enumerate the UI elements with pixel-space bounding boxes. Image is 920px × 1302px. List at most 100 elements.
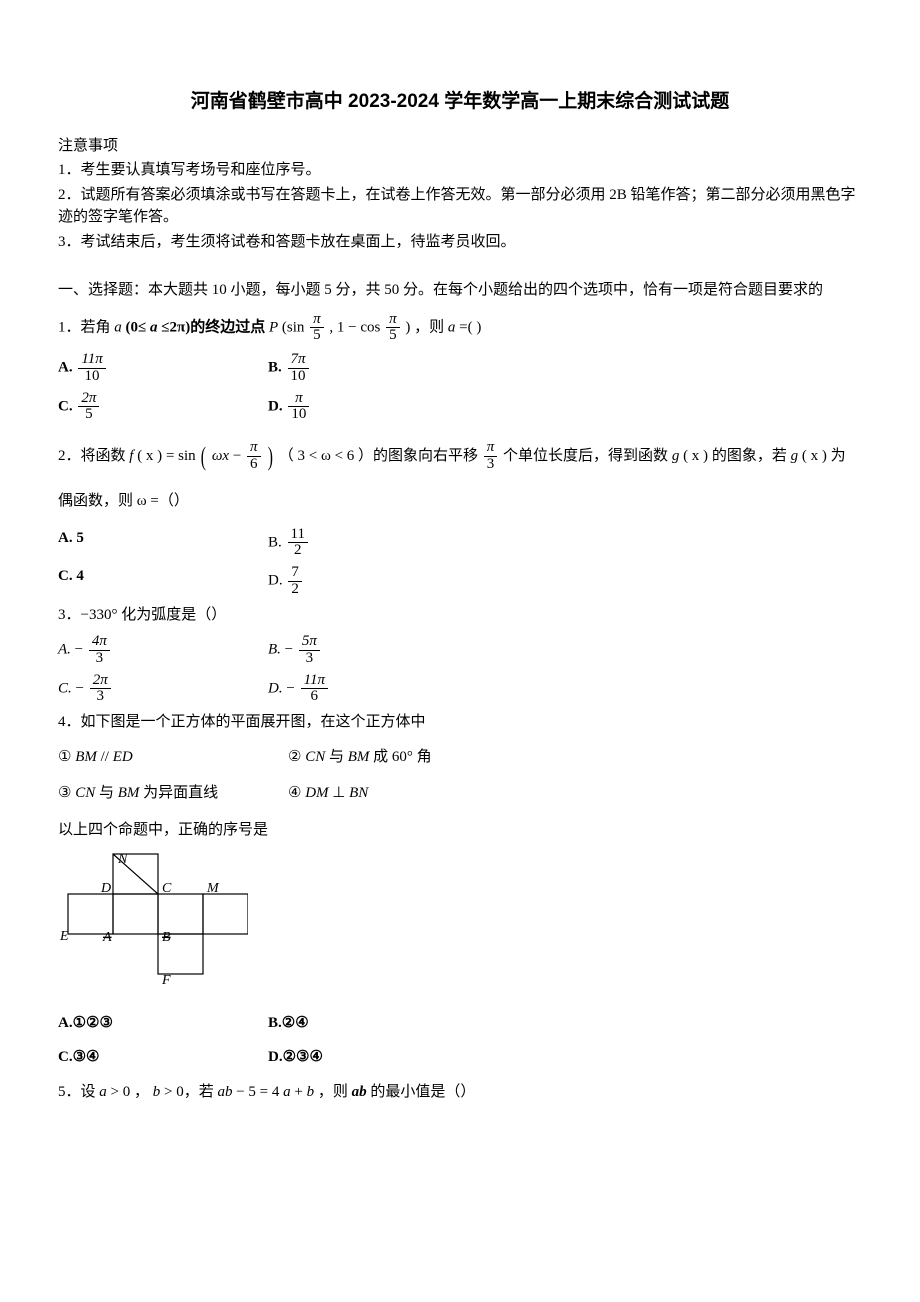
q4-s2b: CN xyxy=(305,749,325,765)
q1-frac1: π 5 xyxy=(308,312,326,345)
q1-optA-den: 10 xyxy=(78,369,105,385)
q2-big-rparen: ) xyxy=(268,437,273,476)
q5-m5: − 5 = 4 xyxy=(236,1084,279,1100)
q2-optD-num: 7 xyxy=(288,565,302,582)
q4-stmt-2: ② CN 与 BM 成 60° 角 xyxy=(288,746,432,769)
q1-paren-close: ) ，则 xyxy=(405,319,448,335)
q4-s1d: ED xyxy=(113,749,133,765)
q2-text4: 为 xyxy=(831,448,846,464)
q4-s3b: CN xyxy=(75,785,95,801)
q4-line3: 以上四个命题中，正确的序号是 xyxy=(58,819,862,842)
label-N: N xyxy=(117,852,128,867)
q3-optA-label: A. xyxy=(58,642,75,658)
q2-text2: 个单位长度后，得到函数 xyxy=(503,448,672,464)
q3-optC-num: 2π xyxy=(90,673,111,690)
q1-frac2-den: 5 xyxy=(386,328,400,344)
q2-shift-frac: π 3 xyxy=(482,440,500,473)
q5-ab: ab xyxy=(217,1084,232,1100)
q1-frac2: π 5 xyxy=(384,312,402,345)
q2-optC: C. 4 xyxy=(58,568,84,584)
q4-s3d: BM xyxy=(118,785,140,801)
q3-optD-label: D. xyxy=(268,680,286,696)
question-1: 1．若角 a (0≤ a ≤2π)的终边过点 P (sin π 5 , 1 − … xyxy=(58,312,862,424)
q2-optD-frac: 7 2 xyxy=(286,565,304,598)
q4-statements: ① BM // ED ② CN 与 BM 成 60° 角 ③ CN 与 BM 为… xyxy=(58,746,862,805)
q3-option-b: B. − 5π 3 xyxy=(268,634,478,667)
q1-cond: (0≤ xyxy=(126,319,147,335)
q4-stmt-4: ④ DM ⊥ BN xyxy=(288,782,368,805)
q2-omega: ωx xyxy=(212,448,229,464)
q4-s1a: ① xyxy=(58,749,75,765)
q2-optD-den: 2 xyxy=(288,582,302,598)
q2-option-c: C. 4 xyxy=(58,565,268,598)
q4-stmt-row-1: ① BM // ED ② CN 与 BM 成 60° 角 xyxy=(58,746,862,769)
q3-optD-den: 6 xyxy=(301,689,328,705)
label-C: C xyxy=(162,881,172,896)
q1-var-a2: a xyxy=(150,319,158,335)
q2-frac1: π 6 xyxy=(245,440,263,473)
q2-frac-num: π xyxy=(247,440,261,457)
q3-options-row-1: A. − 4π 3 B. − 5π 3 xyxy=(58,634,862,667)
label-F: F xyxy=(161,973,171,988)
q3-option-a: A. − 4π 3 xyxy=(58,634,268,667)
q4-option-a: A.①②③ xyxy=(58,1012,268,1035)
q4-s2d: BM xyxy=(348,749,370,765)
q1-optC-frac: 2π 5 xyxy=(76,391,101,424)
q1-paren-open: (sin xyxy=(282,319,305,335)
q4-option-d: D.②③④ xyxy=(268,1046,478,1069)
q4-s3e: 为异面直线 xyxy=(143,785,218,801)
q3-optC-neg: − xyxy=(76,680,88,696)
q3-stem: 3．−330° 化为弧度是（） xyxy=(58,604,862,627)
q1-optD-den: 10 xyxy=(288,407,309,423)
q2-option-b: B. 11 2 xyxy=(268,527,478,560)
q2-option-d: D. 7 2 xyxy=(268,565,478,598)
q1-cond-b2: a xyxy=(150,319,158,335)
q1-optA-num: 11π xyxy=(78,352,105,369)
q1-var-a: a xyxy=(114,319,122,335)
q1-optD-num: π xyxy=(288,391,309,408)
q4-stmt-1: ① BM // ED xyxy=(58,746,288,769)
q2-optD-label: D. xyxy=(268,573,286,589)
q1-option-d: D. π 10 xyxy=(268,391,478,424)
q2-option-a: A. 5 xyxy=(58,527,268,560)
q3-optB-label: B. xyxy=(268,642,285,658)
q4-s2a: ② xyxy=(288,749,305,765)
q2-stem-line2: 偶函数，则 ω =（） xyxy=(58,490,862,513)
q1-mid: , 1 − cos xyxy=(329,319,380,335)
question-2: 2．将函数 f ( x ) = sin ( ωx − π 6 ) （ 3 < ω… xyxy=(58,437,862,598)
q2-gx: g xyxy=(672,448,680,464)
q2-frac-den: 6 xyxy=(247,457,261,473)
q4-option-b: B.②④ xyxy=(268,1012,478,1035)
label-A: A xyxy=(102,930,112,945)
q4-s3a: ③ xyxy=(58,785,75,801)
q5-text-1: 5．设 xyxy=(58,1084,99,1100)
q1-option-c: C. 2π 5 xyxy=(58,391,268,424)
q2-optB-den: 2 xyxy=(288,543,308,559)
q4-s1c: // xyxy=(101,749,113,765)
label-M: M xyxy=(206,881,220,896)
q5-ab2-b: ab xyxy=(352,1084,367,1100)
exam-title: 河南省鹤壁市高中 2023-2024 学年数学高一上期末综合测试试题 xyxy=(58,88,862,117)
q1-optA-label: A. xyxy=(58,360,73,376)
q2-optB-num: 11 xyxy=(288,527,308,544)
q5-plus: + xyxy=(294,1084,306,1100)
q1-optC-den: 5 xyxy=(78,407,99,423)
q4-stem: 4．如下图是一个正方体的平面展开图，在这个正方体中 xyxy=(58,711,862,734)
q5-text-end2: 的最小值是（） xyxy=(370,1084,475,1100)
q4-s1b: BM xyxy=(75,749,97,765)
notice-heading: 注意事项 xyxy=(58,135,862,158)
q4-s4c: ⊥ xyxy=(332,785,349,801)
q1-optD-label: D. xyxy=(268,398,283,414)
q2-fx2: ( x ) xyxy=(137,448,162,464)
q4-options-row-2: C.③④ D.②③④ xyxy=(58,1046,862,1069)
q4-option-c: C.③④ xyxy=(58,1046,268,1069)
q1-frac2-num: π xyxy=(386,312,400,329)
question-5: 5．设 a > 0 ， b > 0，若 ab − 5 = 4 a + b ，则 … xyxy=(58,1081,862,1104)
q1-aeq: a xyxy=(448,319,456,335)
q2-text3: 的图象，若 xyxy=(712,448,791,464)
q5-text-end: ，则 xyxy=(318,1084,352,1100)
q1-optB-label: B. xyxy=(268,360,282,376)
notice-item-2: 2．试题所有答案必须填涂或书写在答题卡上，在试卷上作答无效。第一部分必须用 2B… xyxy=(58,184,862,229)
q3-optC-frac: 2π 3 xyxy=(88,673,113,706)
q3-options-row-2: C. − 2π 3 D. − 11π 6 xyxy=(58,673,862,706)
